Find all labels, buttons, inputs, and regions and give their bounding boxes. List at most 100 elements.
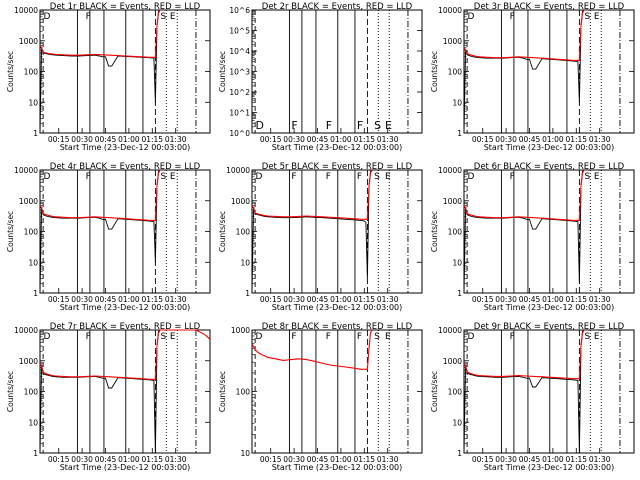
lld-series-line [463,169,585,221]
x-tick-label: 00:30 [283,135,305,144]
x-tick-label: 01:15 [565,295,587,304]
x-tick-label: 01:00 [542,455,564,464]
plot-panel: Det 2r BLACK = Events, RED = LLD 10^0 10^1… [218,2,423,152]
plot-frame [251,9,423,134]
plot-panel: Det 8r BLACK = Events, RED = LLD 10 100 100… [218,322,423,472]
x-axis-label: Start Time (23-Dec-12 00:03:00) [272,463,403,472]
flag-label: D [44,172,51,182]
lld-series-line [39,329,211,380]
flag-label: F [86,332,91,342]
y-tick-label: 10000 [14,326,38,335]
x-tick-label: 00:45 [307,295,329,304]
y-tick-label: 10 [452,418,462,427]
x-tick-label: 01:15 [353,455,375,464]
plot-panel: Det 3r BLACK = Events, RED = LLD 1 10 100 10… [430,2,635,152]
x-tick-label: 01:15 [141,455,163,464]
x-tick-label: 01:30 [589,455,611,464]
plot-frame [39,329,211,454]
flag-label: F [326,119,332,132]
plot-frame [251,169,423,294]
y-tick-label: 10 [240,449,250,458]
x-tick-label: 01:00 [118,135,140,144]
y-tick-label: 100 [448,228,463,237]
x-tick-label: 00:15 [48,135,70,144]
x-tick-label: 00:30 [71,295,93,304]
plot-title: Det 6r BLACK = Events, RED = LLD [474,162,625,172]
y-tick-label: 10^2 [229,88,250,97]
y-tick-label: 10 [452,258,462,267]
y-tick-label: 10 [240,258,250,267]
y-tick-label: 1 [457,289,462,298]
x-tick-label: 01:15 [565,455,587,464]
y-tick-label: 100 [24,388,39,397]
x-axis-label: Start Time (23-Dec-12 00:03:00) [484,303,615,312]
flag-label: S [585,12,591,22]
x-tick-label: 00:15 [260,455,282,464]
x-tick-label: 01:00 [542,295,564,304]
flag-label: S [374,119,381,132]
flag-label: E [594,332,600,342]
y-tick-label: 10 [28,418,38,427]
plot-title: Det 5r BLACK = Events, RED = LLD [262,162,413,172]
y-tick-label: 1000 [231,326,250,335]
plot-panel: Det 6r BLACK = Events, RED = LLD 1 10 100 10… [430,162,635,312]
flag-label: S [161,172,167,182]
x-tick-label: 01:15 [141,135,163,144]
flag-label: D [468,332,475,342]
x-tick-label: 00:45 [95,135,117,144]
x-tick-label: 00:15 [260,135,282,144]
lld-series-line [39,9,161,58]
x-tick-label: 00:30 [495,135,517,144]
flag-label: S [585,172,591,182]
x-axis-label: Start Time (23-Dec-12 00:03:00) [484,143,615,152]
y-tick-label: 100 [24,228,39,237]
x-tick-label: 01:15 [353,135,375,144]
x-tick-label: 00:15 [472,455,494,464]
y-tick-label: 10000 [226,166,250,175]
y-axis-label: Counts/sec [218,371,227,412]
lld-series-line [463,9,585,61]
x-tick-label: 01:30 [589,295,611,304]
flag-label: S [585,332,591,342]
y-tick-label: 1 [457,449,462,458]
y-tick-label: 1000 [443,197,462,206]
plot-title: Det 2r BLACK = Events, RED = LLD [262,2,413,12]
y-tick-label: 1000 [443,357,462,366]
plot-frame [463,329,635,454]
x-tick-label: 01:00 [330,455,352,464]
x-tick-label: 00:30 [71,455,93,464]
y-axis-label: Counts/sec [218,51,227,92]
flag-label: D [256,119,264,132]
plot-title: Det 1r BLACK = Events, RED = LLD [50,2,201,12]
x-tick-label: 01:00 [542,135,564,144]
x-tick-label: 00:30 [283,295,305,304]
x-axis-label: Start Time (23-Dec-12 00:03:00) [60,143,191,152]
flag-label: D [468,12,475,22]
y-tick-label: 10^5 [229,27,250,36]
plot-frame [463,9,635,134]
flag-label: E [385,332,391,342]
x-axis-label: Start Time (23-Dec-12 00:03:00) [484,463,615,472]
x-tick-label: 01:30 [377,135,399,144]
x-tick-label: 01:15 [353,295,375,304]
plot-title: Det 9r BLACK = Events, RED = LLD [474,322,625,332]
flag-label: S [161,332,167,342]
events-series-line [39,329,161,454]
y-tick-label: 1000 [231,197,250,206]
y-tick-label: 1000 [19,357,38,366]
x-tick-label: 00:15 [472,295,494,304]
x-axis-label: Start Time (23-Dec-12 00:03:00) [272,143,403,152]
x-tick-label: 00:30 [283,455,305,464]
flag-label: S [161,12,167,22]
x-tick-label: 01:30 [589,135,611,144]
flag-label: F [291,119,297,132]
plot-frame [251,329,423,454]
flag-label: D [256,172,263,182]
y-axis-label: Counts/sec [6,371,15,412]
plot-panel: Det 1r BLACK = Events, RED = LLD 1 10 100 10… [6,2,211,152]
y-tick-label: 10^3 [229,68,250,77]
y-tick-label: 10 [452,98,462,107]
y-axis-label: Counts/sec [218,211,227,252]
x-tick-label: 01:00 [330,295,352,304]
